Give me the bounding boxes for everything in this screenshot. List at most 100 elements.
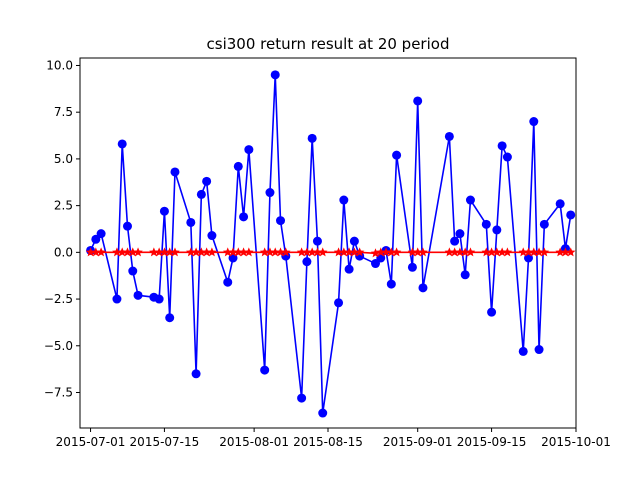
data-point [413, 96, 423, 106]
data-point [133, 290, 143, 300]
data-point [307, 247, 317, 257]
data-point [270, 247, 280, 257]
data-point [154, 247, 164, 257]
data-point [481, 247, 492, 257]
data-point [122, 247, 133, 257]
data-point [128, 247, 138, 257]
data-point [239, 212, 249, 222]
data-point [460, 270, 470, 280]
data-point [296, 247, 307, 257]
y-tick-label: 5.0 [54, 152, 73, 166]
data-point [349, 247, 360, 257]
data-point [412, 247, 423, 257]
data-point [407, 262, 417, 272]
data-point [312, 236, 322, 246]
data-point [386, 279, 396, 289]
data-point [333, 247, 344, 257]
data-point [233, 161, 243, 171]
data-point [465, 195, 475, 205]
data-point [164, 247, 175, 257]
data-point [539, 219, 549, 229]
y-axis: 10.0 7.5 5.0 2.5 0.0 −2.5 −5.0 −7.5 [44, 58, 80, 399]
x-tick-label: 2015-08-01 [219, 435, 289, 449]
data-point [523, 247, 534, 257]
data-point [276, 216, 286, 226]
data-point [128, 266, 138, 276]
data-point [566, 210, 576, 220]
y-tick-label: −7.5 [44, 385, 73, 399]
data-point [539, 247, 550, 257]
data-point [196, 189, 206, 199]
data-point [407, 247, 418, 257]
data-point [191, 247, 201, 257]
data-point [259, 247, 270, 257]
data-point [534, 345, 544, 355]
series-2 [85, 247, 576, 258]
data-point [418, 283, 428, 293]
data-point [502, 152, 512, 162]
data-point [117, 139, 127, 149]
data-point [112, 247, 122, 257]
y-tick-label: 2.5 [54, 199, 73, 213]
data-point [370, 248, 381, 258]
data-point [518, 346, 528, 356]
x-tick-label: 2015-10-01 [541, 435, 611, 449]
data-point [154, 294, 164, 304]
data-point [386, 247, 397, 257]
data-point [207, 247, 217, 257]
data-point [170, 167, 180, 177]
data-point [565, 247, 576, 257]
data-point [418, 247, 428, 257]
data-point [497, 141, 507, 151]
data-point [207, 231, 217, 241]
data-point [228, 247, 238, 257]
x-tick-label: 2015-09-15 [457, 435, 527, 449]
data-point [518, 247, 528, 257]
x-tick-label: 2015-09-01 [383, 435, 453, 449]
data-point [191, 369, 201, 379]
data-point [312, 247, 323, 257]
data-point [487, 307, 497, 317]
data-point [339, 195, 349, 205]
data-point [534, 247, 544, 257]
data-point [302, 257, 312, 267]
x-tick-label: 2015-07-01 [56, 435, 126, 449]
data-point [481, 219, 491, 229]
data-point [455, 247, 465, 257]
data-point [354, 247, 365, 257]
x-axis: 2015-07-01 2015-07-15 2015-08-01 2015-08-15… [56, 428, 611, 449]
data-point [529, 117, 539, 127]
data-point [223, 277, 233, 287]
data-point [275, 247, 286, 257]
data-point [238, 247, 249, 257]
plot-series [85, 70, 576, 418]
data-point [529, 247, 539, 257]
y-tick-label: 7.5 [54, 105, 73, 119]
data-point [465, 247, 476, 257]
y-tick-label: 0.0 [54, 245, 73, 259]
data-point [318, 408, 328, 418]
data-point [122, 221, 132, 231]
data-point [281, 247, 291, 257]
data-point [449, 247, 460, 257]
data-point [186, 217, 196, 227]
data-point [196, 247, 207, 257]
series-line [89, 74, 572, 414]
data-point [165, 313, 175, 323]
data-point [492, 247, 502, 257]
data-point [159, 206, 169, 216]
data-point [349, 236, 359, 246]
data-point [149, 247, 159, 257]
data-point [265, 188, 275, 198]
data-point [302, 247, 312, 257]
data-point [334, 298, 344, 308]
data-point [560, 247, 571, 257]
data-point [376, 247, 386, 257]
data-point [307, 133, 317, 143]
data-point [344, 264, 354, 274]
data-point [339, 247, 349, 257]
x-tick-label: 2015-07-15 [130, 435, 200, 449]
data-point [170, 247, 180, 257]
chart-title: csi300 return result at 20 period [207, 35, 450, 53]
